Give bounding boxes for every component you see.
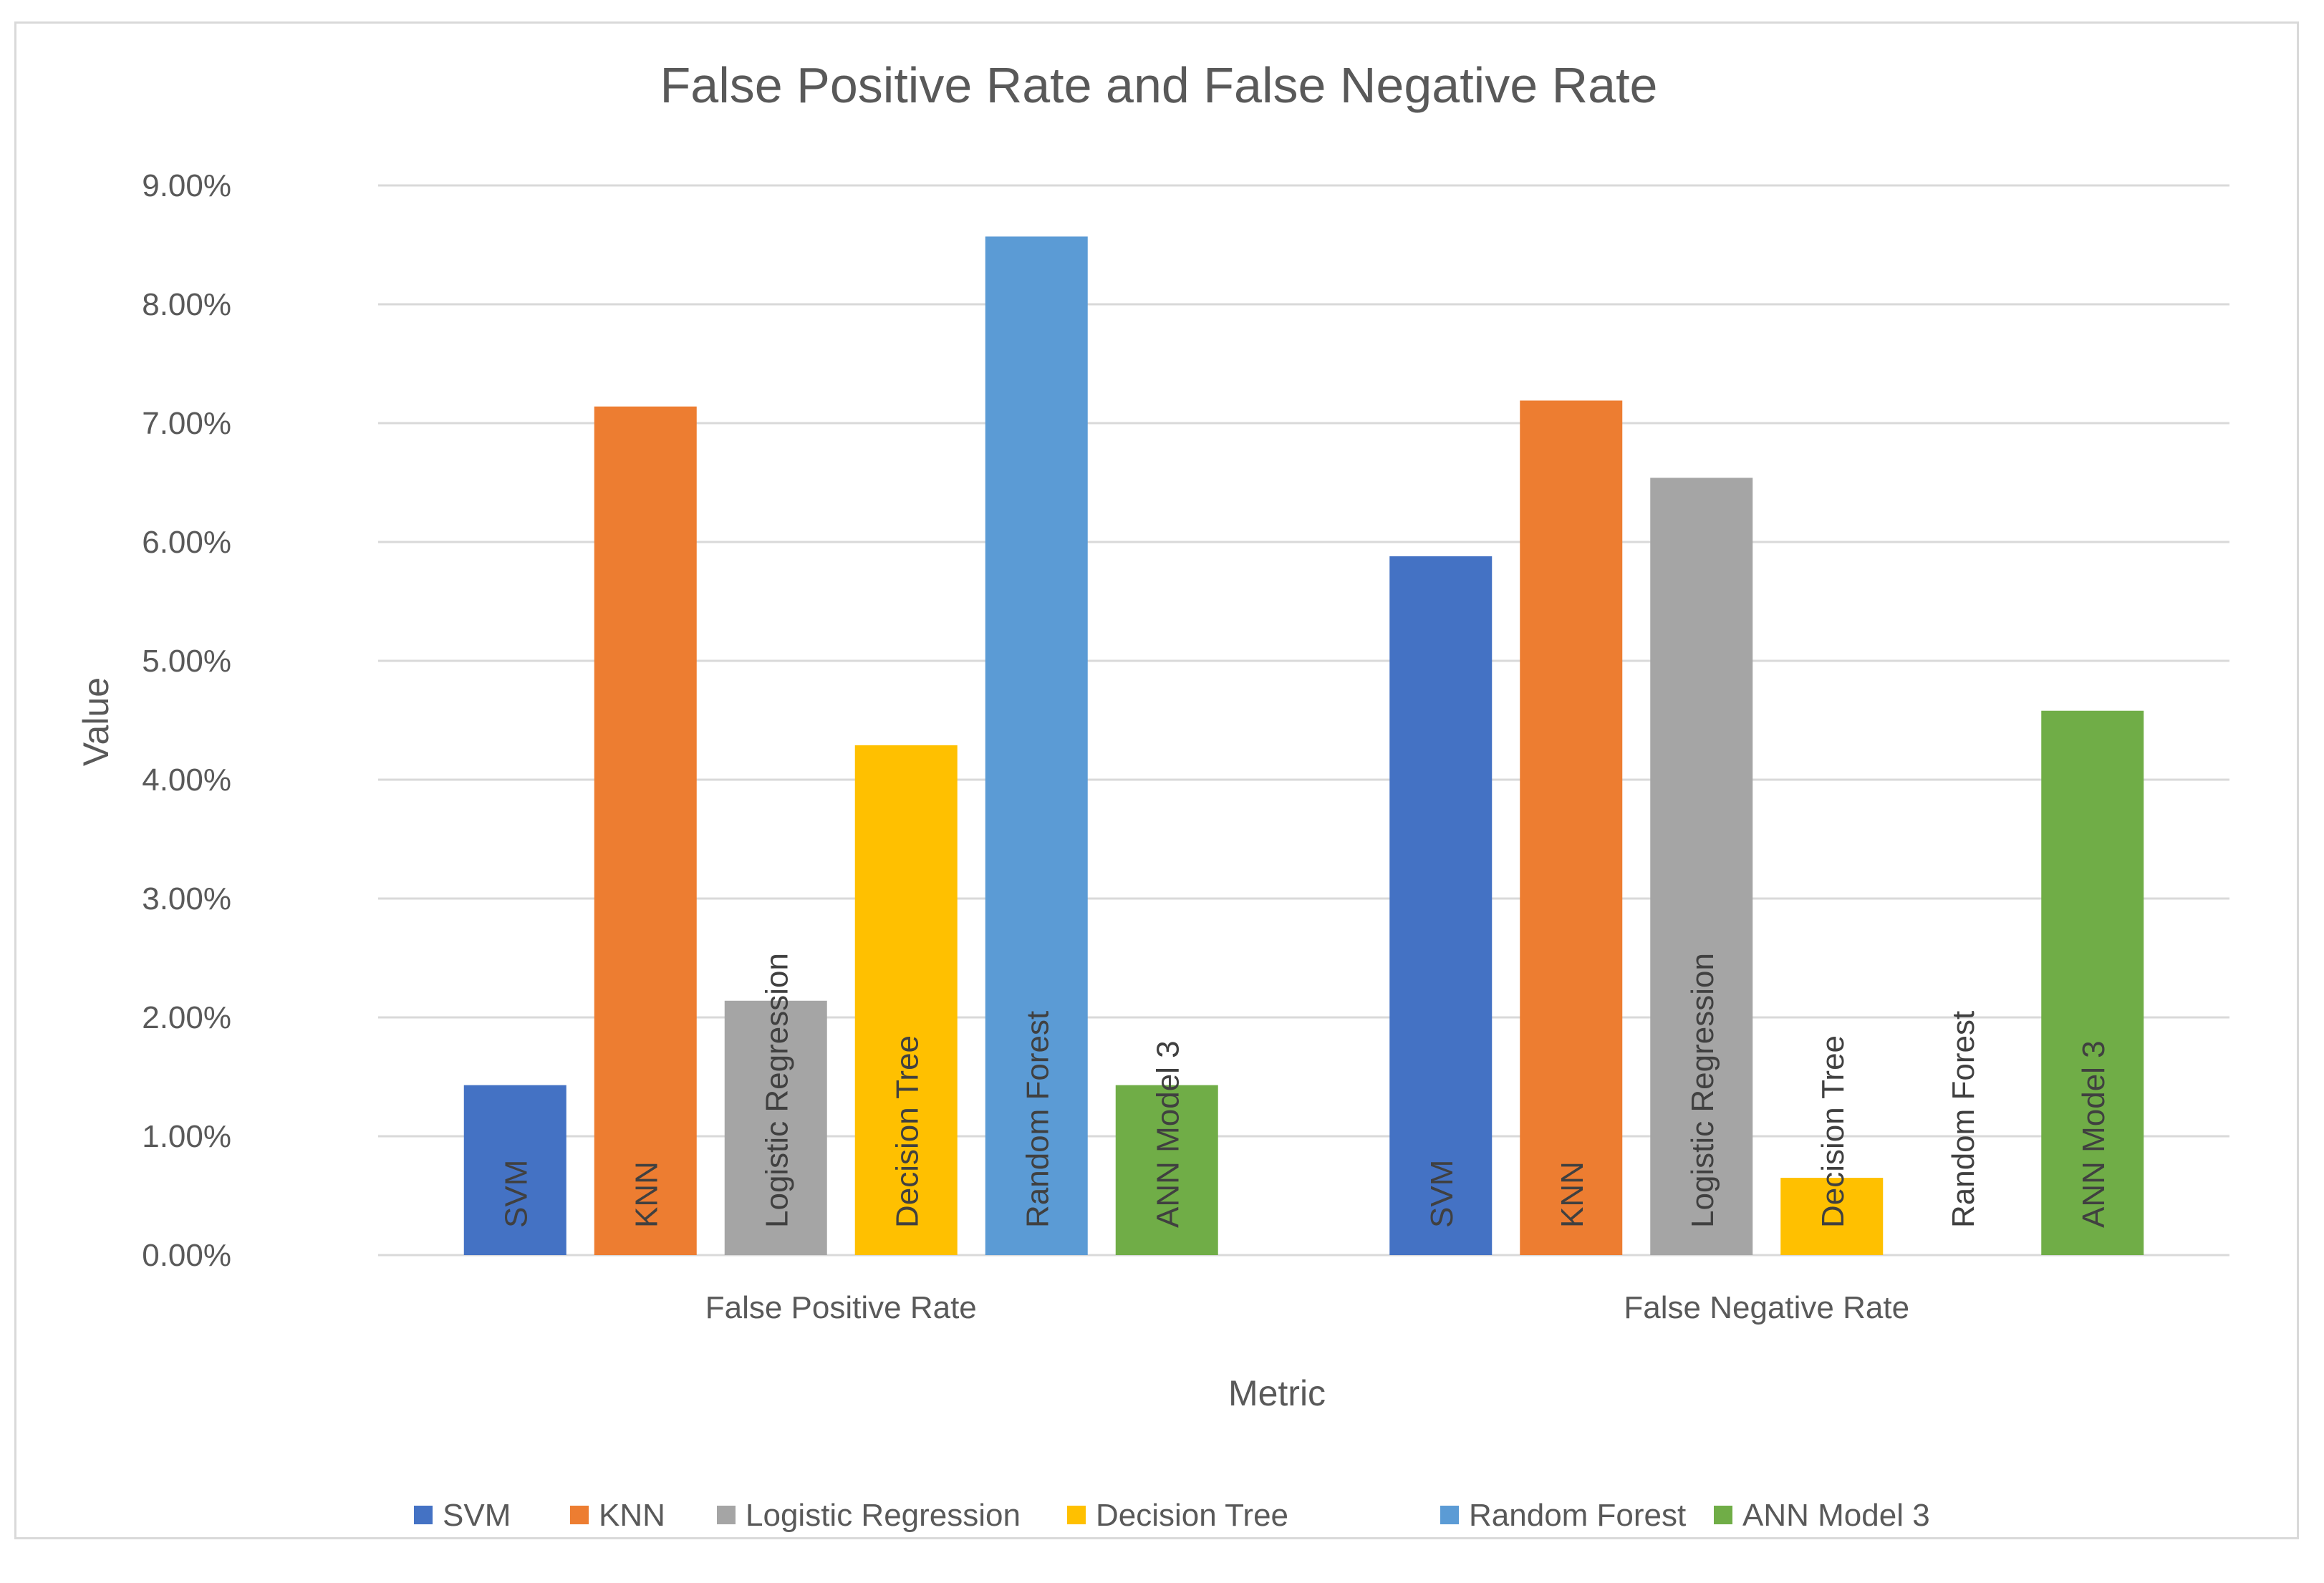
y-tick-label: 3.00%: [142, 881, 231, 916]
bar-data-label: SVM: [1424, 1160, 1460, 1228]
legend-label: ANN Model 3: [1742, 1498, 1930, 1533]
y-tick-label: 6.00%: [142, 525, 231, 560]
bar: [1389, 556, 1493, 1255]
legend-swatch: [717, 1506, 736, 1524]
x-category-label: False Negative Rate: [1624, 1290, 1909, 1325]
bar-data-label: Logistic Regression: [759, 953, 794, 1228]
bar: [854, 745, 958, 1255]
bar: [1780, 1178, 1884, 1255]
chart-frame: False Positive Rate and False Negative R…: [14, 21, 2299, 1539]
bar-data-label: KNN: [1555, 1161, 1590, 1228]
y-axis-title: Value: [76, 677, 116, 766]
y-tick-label: 4.00%: [142, 763, 231, 798]
legend-label: Decision Tree: [1096, 1498, 1288, 1533]
bar: [1520, 400, 1623, 1256]
legend-label: KNN: [599, 1498, 665, 1533]
bar-data-label: SVM: [498, 1160, 534, 1228]
bar-data-label: Logistic Regression: [1685, 953, 1720, 1228]
legend-label: Logistic Regression: [746, 1498, 1021, 1533]
legend-swatch: [414, 1506, 433, 1524]
x-axis-title: Metric: [1228, 1373, 1326, 1413]
x-category-label: False Positive Rate: [705, 1290, 977, 1325]
legend-swatch: [1440, 1506, 1459, 1524]
bar: [463, 1085, 566, 1255]
legend-label: Random Forest: [1469, 1498, 1686, 1533]
y-tick-label: 0.00%: [142, 1238, 231, 1273]
bar-data-label: Random Forest: [1946, 1011, 1981, 1228]
y-tick-label: 1.00%: [142, 1119, 231, 1154]
bar: [724, 1000, 827, 1255]
bar: [594, 406, 697, 1255]
legend-swatch: [570, 1506, 589, 1524]
bar: [1115, 1085, 1218, 1255]
legend-swatch: [1714, 1506, 1732, 1524]
bar-data-label: Decision Tree: [889, 1035, 925, 1228]
bar-data-label: Decision Tree: [1816, 1035, 1851, 1228]
bar: [2041, 710, 2144, 1255]
bar: [1650, 478, 1753, 1255]
bar-chart: False Positive Rate and False Negative R…: [76, 57, 2229, 1533]
y-tick-label: 7.00%: [142, 406, 231, 441]
legend-label: SVM: [443, 1498, 511, 1533]
bar-data-label: KNN: [629, 1161, 664, 1228]
y-tick-label: 2.00%: [142, 1000, 231, 1035]
bar-data-label: ANN Model 3: [1150, 1040, 1185, 1228]
chart-title: False Positive Rate and False Negative R…: [660, 57, 1658, 113]
bar-data-label: Random Forest: [1020, 1011, 1055, 1228]
bar: [985, 236, 1088, 1255]
y-tick-label: 8.00%: [142, 287, 231, 322]
bar-data-label: ANN Model 3: [2076, 1040, 2111, 1228]
y-tick-label: 9.00%: [142, 168, 231, 203]
y-tick-label: 5.00%: [142, 644, 231, 679]
legend-swatch: [1067, 1506, 1086, 1524]
